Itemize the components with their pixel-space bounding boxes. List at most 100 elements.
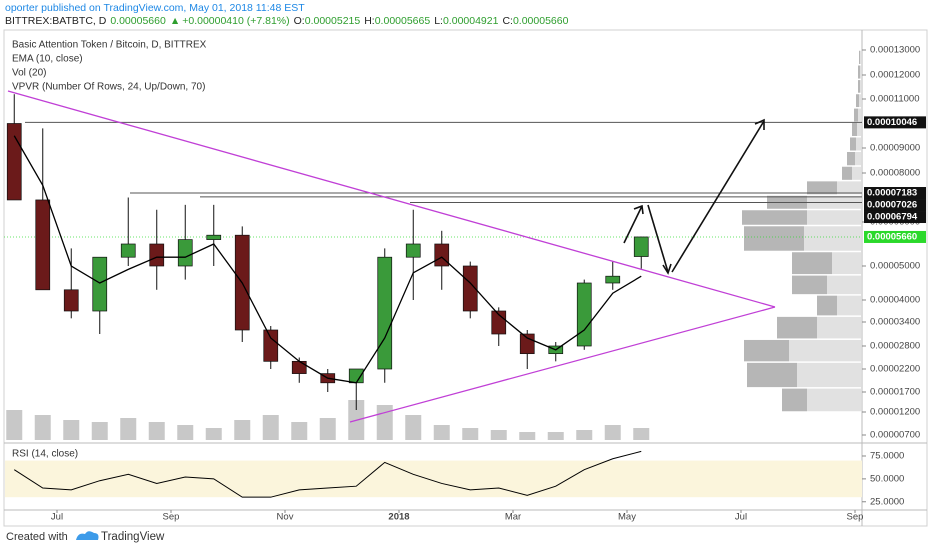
vpvr-up [858,65,860,79]
x-tick-label: Jul [735,512,747,523]
volume-bar [519,432,536,440]
y-tick-label: 0.00000700 [870,430,920,441]
rsi-tick-label: 50.0000 [870,473,904,484]
vpvr-up [777,316,817,339]
x-tick-label: Nov [277,512,294,523]
y-tick-label: 0.00011000 [870,94,920,105]
y-tick-label: 0.00005000 [870,261,920,272]
vpvr-up [858,80,860,93]
rsi-tick-label: 25.0000 [870,496,904,507]
vpvr-down [837,295,862,316]
candle-body [291,360,307,374]
vpvr-up [747,362,797,388]
indicator-label: EMA (10, close) [12,54,83,65]
x-tick-label: Mar [505,512,521,523]
candle-body [519,333,535,355]
trendline [7,90,776,308]
main-layer [6,94,862,498]
volume-bar [433,425,450,440]
volume-bar [91,422,108,440]
y-tick-label: 0.00002200 [870,364,920,375]
arrow-head [633,204,644,215]
volume-bar [234,420,251,440]
under-layer [4,49,866,513]
level-label-box [864,211,926,224]
indicator-label: Vol (20) [12,68,46,79]
symbol: BITTREX:BATBTC, D [5,15,107,27]
trendline [349,306,776,423]
last-value: 0.00005660 [110,15,166,27]
vpvr-down [827,275,862,295]
ohlc-label: H: [364,15,375,27]
candle-body [177,239,193,267]
volume-bar [148,422,165,440]
volume-bar [319,418,336,440]
vpvr-up [859,50,860,64]
candle-body [63,289,79,312]
last-price-box [864,230,926,243]
volume-bar [177,425,194,440]
arrow [647,204,669,273]
vpvr-down [837,181,862,195]
ohlc-label: L: [434,15,443,27]
vpvr-down [860,65,862,79]
vpvr-down [859,94,862,108]
volume-bar [63,420,80,440]
volume-bar [405,415,422,440]
y-tick-label: 0.00001700 [870,387,920,398]
candle-body [405,243,421,258]
arrow [671,120,765,273]
ema-line [13,135,642,384]
candle-body [6,123,22,201]
vpvr-up [856,94,859,108]
ohlc-value: 0.00004921 [443,15,499,27]
vpvr-down [855,152,862,166]
y-tick-label: 0.00004000 [870,295,920,306]
rsi-tick-label: 75.0000 [870,451,904,462]
top-layer: 0.00013000 0.00012000 0.00011000 0.00009000… [51,45,926,523]
volume-bar [633,428,650,440]
footer-brand: TradingView [101,531,165,543]
ohlc-value: 0.00005665 [375,15,431,27]
vpvr-down [817,316,862,339]
vpvr-up [842,166,852,180]
vpvr-down [860,50,862,64]
arrows [623,118,765,275]
arrow-head [754,118,765,130]
candle-body [576,282,592,347]
vpvr-up [792,252,832,275]
rsi-band [5,460,862,498]
brand-logo [76,531,99,540]
candle-body [120,243,136,258]
y-tick-label: 0.00003400 [870,317,920,328]
y-tick-label: 0.00002800 [870,341,920,352]
ohlc-value: 0.00005660 [513,15,569,27]
candle-body [633,236,649,257]
frame [3,29,928,527]
vpvr-down [857,123,862,136]
footer-created: Created with [6,531,68,543]
y-tick-label: 0.00001200 [870,407,920,418]
rsi-label: RSI (14, close) [12,449,78,460]
vpvr-down [789,339,862,362]
vpvr-down [797,362,862,388]
y-tick-label: 0.00009000 [870,143,920,154]
level-label: 0.00006794 [867,212,918,223]
volume-bar [376,405,393,440]
candle-body [377,256,393,370]
vpvr-up [744,226,804,251]
candle-body [462,265,478,312]
ohlc-label: O: [294,15,305,27]
volume-bar [490,430,507,440]
y-tick-label: 0.00013000 [870,45,920,56]
vpvr-up [744,339,789,362]
vpvr-down [856,137,862,151]
arrow [623,205,643,244]
level-label: 0.00007026 [867,200,917,211]
vpvr-up [742,210,807,225]
candle-body [206,234,222,240]
x-tick-label: Jul [51,512,63,523]
vpvr-down [807,210,862,225]
candle-body [92,256,108,312]
